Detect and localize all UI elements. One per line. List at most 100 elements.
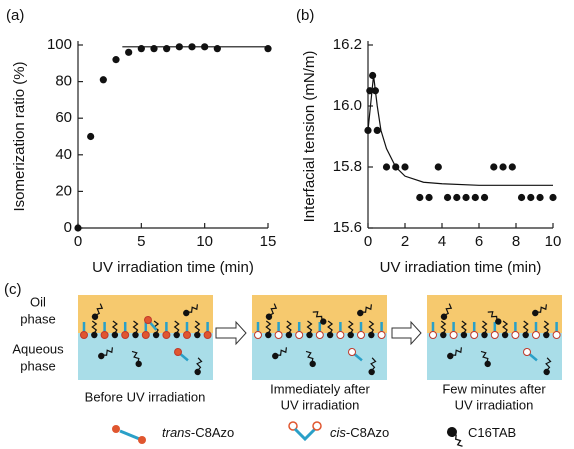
ctab-molecule xyxy=(131,350,142,368)
x-tick-label: 5 xyxy=(137,233,145,250)
head xyxy=(295,331,304,339)
head xyxy=(532,309,539,317)
data-point xyxy=(416,193,424,202)
data-point xyxy=(364,126,372,134)
tail xyxy=(444,303,453,316)
legend-icon xyxy=(112,425,146,444)
y-tick-label: 80 xyxy=(55,73,72,90)
data-point xyxy=(264,45,272,53)
x-tick-label: 0 xyxy=(74,233,82,250)
ctab-molecule xyxy=(440,320,447,339)
data-point xyxy=(373,126,381,134)
head xyxy=(511,331,520,339)
head xyxy=(111,331,119,339)
panel-label: (c) xyxy=(4,281,22,298)
tail xyxy=(451,347,462,356)
panel-label: (a) xyxy=(6,7,24,24)
head xyxy=(368,331,375,339)
azo-molecule xyxy=(552,322,561,339)
head xyxy=(144,316,152,324)
phase-label: phase xyxy=(20,311,55,326)
head xyxy=(440,331,447,339)
head xyxy=(543,368,550,376)
head xyxy=(522,331,529,339)
ctab-molecule xyxy=(132,320,139,339)
ctab-molecule xyxy=(272,347,287,360)
data-point xyxy=(517,193,526,202)
tail xyxy=(361,304,372,313)
ctab-molecule xyxy=(368,320,375,339)
head xyxy=(543,331,550,339)
head xyxy=(194,331,201,339)
y-tick-label: 16.0 xyxy=(333,97,362,114)
head xyxy=(203,331,212,339)
data-point xyxy=(371,87,379,95)
ctab-molecule xyxy=(460,320,468,339)
tail xyxy=(368,320,375,334)
head xyxy=(174,348,182,356)
tail xyxy=(454,434,463,447)
tail xyxy=(481,320,488,334)
azo-molecule xyxy=(348,348,363,362)
tail xyxy=(370,357,377,371)
azo-molecule xyxy=(274,322,283,339)
azo-molecule xyxy=(470,322,479,339)
x-tick-label: 0 xyxy=(364,233,372,250)
ctab-molecule xyxy=(532,304,547,317)
legend-text: cis-C8Azo xyxy=(330,425,389,440)
panel-label: (b) xyxy=(296,7,314,24)
tail xyxy=(91,320,98,334)
panel-c: (c) Oil phase Aqueous phase Before UV ir… xyxy=(4,281,562,447)
ctab-molecule xyxy=(347,320,354,339)
ctab-molecule xyxy=(487,311,502,325)
azo-molecule xyxy=(295,322,304,339)
ctab-molecule xyxy=(543,357,552,376)
head xyxy=(272,352,279,360)
tail xyxy=(196,357,203,371)
y-axis-title: Interfacial tension (mN/m) xyxy=(301,51,318,223)
tail xyxy=(173,320,180,334)
head xyxy=(377,331,386,339)
head xyxy=(490,331,499,339)
phase-label: Oil xyxy=(30,294,46,309)
ctab-molecule xyxy=(312,311,327,325)
head xyxy=(285,331,293,339)
x-tick-label: 15 xyxy=(260,233,277,250)
azo-molecule xyxy=(254,322,262,339)
head xyxy=(183,309,190,317)
azo-molecule xyxy=(511,322,520,339)
head xyxy=(274,331,283,339)
caption: UV irradiation xyxy=(455,397,534,412)
tail xyxy=(293,427,317,442)
azo-molecule xyxy=(100,322,109,339)
ctab-molecule xyxy=(98,347,113,360)
data-point xyxy=(490,163,498,171)
tail xyxy=(132,320,139,334)
ctab-molecule xyxy=(306,320,313,339)
ctab-molecule xyxy=(522,320,529,339)
legend-text: trans-C8Azo xyxy=(162,425,234,440)
head xyxy=(132,331,139,339)
caption: Immediately after xyxy=(270,381,370,396)
data-point xyxy=(536,193,544,202)
ctab-molecule xyxy=(368,357,377,376)
azo-molecule xyxy=(315,322,324,339)
azo-molecule xyxy=(141,322,150,339)
ctab-molecule xyxy=(265,320,272,339)
azo-molecule xyxy=(183,322,191,339)
tail xyxy=(487,311,498,321)
head xyxy=(288,421,298,431)
head xyxy=(173,331,180,339)
head xyxy=(100,331,109,339)
data-point xyxy=(392,163,400,171)
azo-molecule xyxy=(121,322,130,339)
head xyxy=(312,421,322,431)
data-point xyxy=(125,48,133,56)
ctab-molecule xyxy=(183,304,198,317)
ctab-molecule xyxy=(111,320,119,339)
head xyxy=(254,331,262,339)
tail xyxy=(480,350,489,363)
azo-molecule xyxy=(449,322,458,339)
data-point xyxy=(74,224,82,232)
